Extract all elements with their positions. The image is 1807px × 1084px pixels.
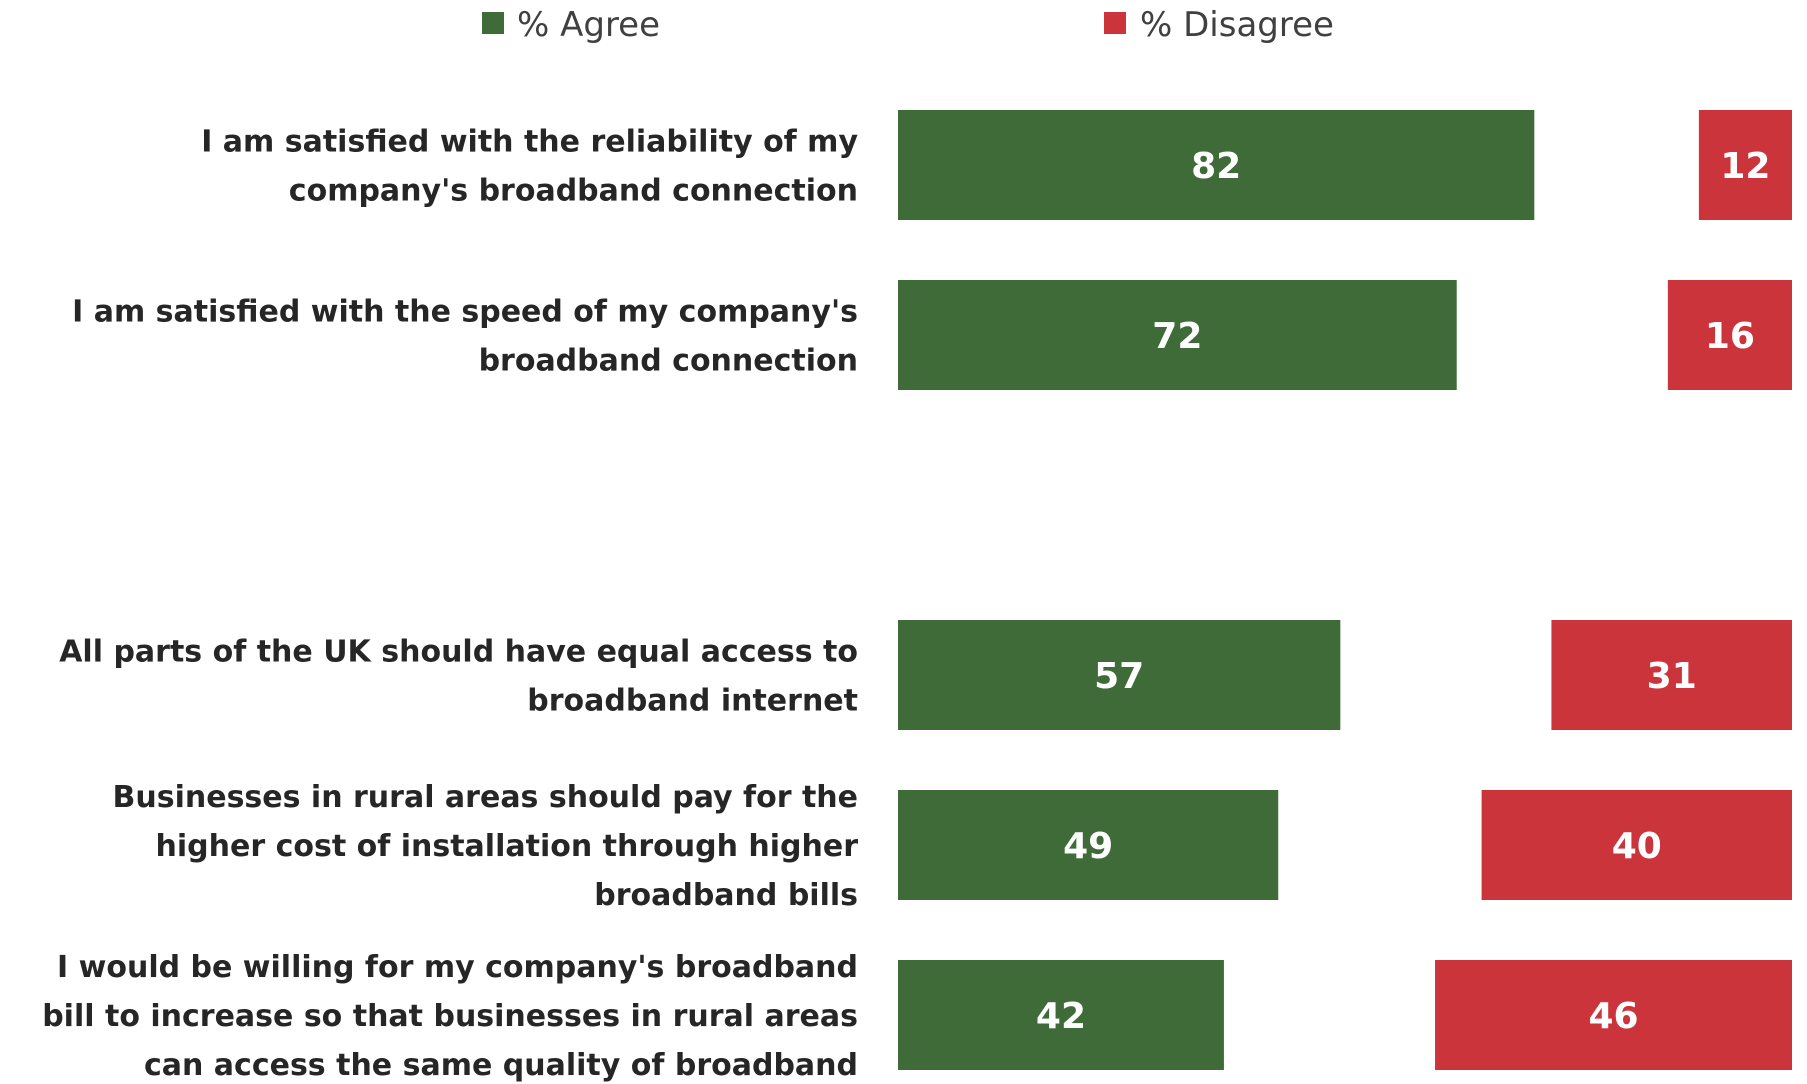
legend: % Agree % Disagree — [482, 5, 1334, 45]
legend-label-0: % Agree — [517, 5, 660, 45]
value-label-disagree-0: 12 — [1720, 146, 1770, 187]
category-label-4-line-2: can access the same quality of broadband — [144, 1048, 858, 1083]
bar-agree-3 — [898, 790, 1279, 900]
category-label-3-line-1: higher cost of installation through high… — [156, 829, 859, 864]
value-label-disagree-3: 40 — [1612, 826, 1662, 867]
value-label-disagree-4: 46 — [1588, 996, 1638, 1037]
value-label-disagree-1: 16 — [1705, 316, 1755, 357]
category-labels: I am satisfied with the reliability of m… — [42, 125, 858, 1084]
bar-disagree-4 — [1435, 960, 1792, 1070]
value-label-agree-1: 72 — [1152, 316, 1202, 357]
category-label-0-line-1: company's broadband connection — [289, 174, 858, 209]
category-label-4-line-0: I would be willing for my company's broa… — [57, 950, 858, 985]
bar-agree-0 — [898, 110, 1535, 220]
bars: 82 12 72 16 57 31 49 40 42 46 — [898, 110, 1792, 1070]
bar-disagree-3 — [1481, 790, 1792, 900]
bar-disagree-0 — [1698, 110, 1792, 220]
category-label-1-line-0: I am satisfied with the speed of my comp… — [72, 295, 858, 330]
bar-agree-2 — [898, 620, 1341, 730]
category-label-3-line-2: broadband bills — [594, 878, 858, 913]
value-label-agree-0: 82 — [1191, 146, 1241, 187]
category-label-3-line-0: Businesses in rural areas should pay for… — [113, 780, 859, 815]
legend-swatch-0 — [482, 12, 504, 34]
category-label-0-line-0: I am satisfied with the reliability of m… — [201, 125, 858, 160]
bar-agree-1 — [898, 280, 1457, 390]
category-label-1-line-1: broadband connection — [479, 344, 858, 379]
category-label-2-line-0: All parts of the UK should have equal ac… — [59, 635, 858, 670]
value-label-agree-3: 49 — [1063, 826, 1113, 867]
legend-label-1: % Disagree — [1140, 5, 1334, 45]
category-label-4-line-1: bill to increase so that businesses in r… — [42, 999, 858, 1034]
bar-agree-4 — [898, 960, 1224, 1070]
category-label-2-line-1: broadband internet — [527, 684, 858, 719]
value-label-disagree-2: 31 — [1647, 656, 1697, 697]
bar-disagree-1 — [1667, 280, 1792, 390]
value-label-agree-2: 57 — [1094, 656, 1144, 697]
value-label-agree-4: 42 — [1036, 996, 1086, 1037]
legend-swatch-1 — [1104, 12, 1126, 34]
bar-disagree-2 — [1551, 620, 1792, 730]
